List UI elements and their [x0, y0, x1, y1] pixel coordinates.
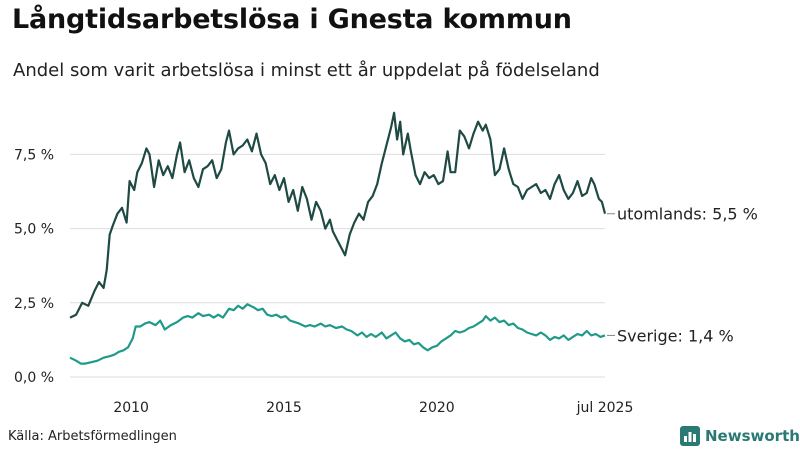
series-line-utomlands — [69, 111, 607, 319]
end-labels: utomlands: 5,5 % Sverige: 1,4 % — [607, 205, 758, 345]
y-tick-label-2: 5,0 % — [14, 222, 54, 238]
y-tick-label-1: 2,5 % — [14, 296, 54, 312]
x-tick-label-1: 2015 — [266, 400, 302, 416]
source-note: Källa: Arbetsförmedlingen — [8, 429, 177, 444]
y-tick-label-3: 7,5 % — [14, 147, 54, 163]
x-tick-label-2: 2020 — [419, 400, 455, 416]
chart-title: Långtidsarbetslösa i Gnesta kommun — [12, 4, 572, 35]
x-axis: 2010 2015 2020 jul 2025 — [113, 400, 633, 416]
end-label-utomlands: utomlands: 5,5 % — [617, 205, 758, 224]
y-axis: 0,0 % 2,5 % 5,0 % 7,5 % — [14, 147, 54, 386]
series-group — [69, 111, 607, 365]
bar-chart-icon — [680, 426, 700, 446]
brand-name: Newsworthy — [705, 427, 800, 445]
x-tick-label-0: 2010 — [113, 400, 149, 416]
end-label-sverige: Sverige: 1,4 % — [617, 326, 734, 345]
series-line-sverige — [69, 303, 606, 365]
x-tick-label-3: jul 2025 — [576, 400, 634, 416]
brand-logo[interactable]: Newsworthy — [680, 425, 800, 447]
y-tick-label-0: 0,0 % — [14, 370, 54, 386]
chart-subtitle: Andel som varit arbetslösa i minst ett å… — [13, 60, 600, 81]
grid — [70, 153, 605, 378]
